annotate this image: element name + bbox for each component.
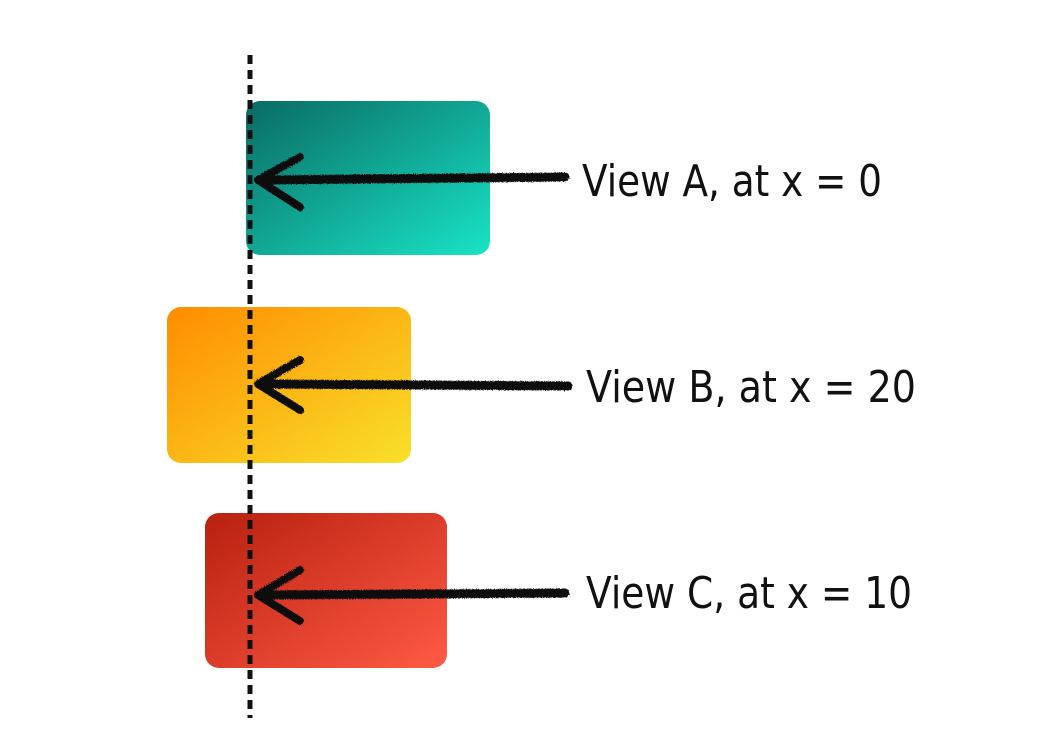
- view-c-label: View C, at x = 10: [586, 568, 912, 619]
- arrow-a: [254, 153, 570, 211]
- view-a-label: View A, at x = 0: [582, 156, 882, 207]
- arrow-c: [254, 566, 570, 625]
- view-b-label: View B, at x = 20: [586, 362, 916, 413]
- arrow-b: [254, 356, 573, 414]
